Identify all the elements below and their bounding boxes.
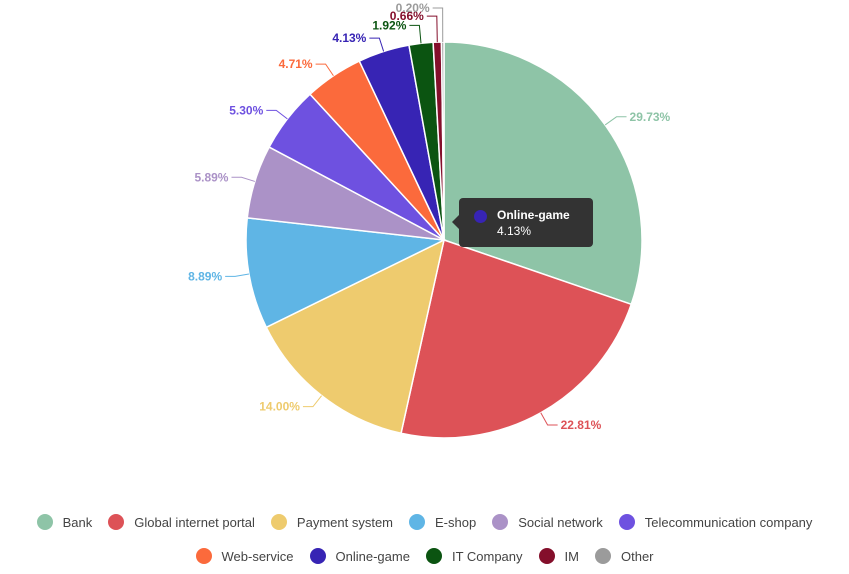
legend-label: IM (564, 548, 579, 564)
legend-item-it-company[interactable]: IT Company (425, 548, 523, 564)
legend-item-other[interactable]: Other (594, 548, 654, 564)
legend-dot (492, 514, 509, 530)
legend-dot (538, 548, 555, 564)
legend-dot (270, 514, 287, 530)
legend-dot (108, 514, 125, 530)
legend-label: Global internet portal (134, 514, 255, 530)
leader-line-online-game (369, 37, 385, 52)
leader-line-global-internet-portal (540, 412, 558, 426)
legend-label: Payment system (296, 514, 394, 530)
data-label-web-service: 4.71% (279, 57, 313, 71)
legend-item-bank[interactable]: Bank (36, 514, 93, 530)
legend-item-im[interactable]: IM (538, 548, 579, 564)
legend-dot (36, 514, 53, 530)
data-label-payment-system: 14.00% (259, 400, 300, 414)
legend-dot (309, 548, 326, 564)
data-label-telecommunication-company: 5.30% (229, 103, 263, 117)
leader-line-payment-system (302, 395, 322, 408)
leader-line-im (426, 15, 438, 43)
pie-slice-e-shop[interactable] (245, 217, 447, 329)
legend-dot (409, 514, 426, 530)
data-label-online-game: 4.13% (332, 31, 366, 45)
tooltip-value: 4.13% (497, 224, 532, 238)
legend-item-global-internet-portal[interactable]: Global internet portal (108, 514, 255, 530)
legend-row-2: Web-service Online-game IT Company IM Ot… (0, 548, 849, 564)
legend-item-e-shop[interactable]: E-shop (409, 514, 476, 530)
data-label-im: 0.66% (390, 9, 424, 23)
legend-dot (618, 514, 635, 530)
data-label-social-network: 5.89% (194, 170, 228, 184)
data-label-bank: 29.73% (630, 110, 671, 124)
legend-label: IT Company (451, 548, 523, 564)
legend-label: Online-game (335, 548, 410, 564)
leader-line-e-shop (225, 273, 250, 277)
legend-item-social-network[interactable]: Social network (492, 514, 603, 530)
leader-line-it-company (409, 24, 422, 44)
tooltip-pointer (452, 215, 459, 229)
leader-line-other (432, 7, 444, 43)
data-label-other: 0.20% (396, 1, 430, 15)
legend-item-telecommunication-company[interactable]: Telecommunication company (618, 514, 813, 530)
legend-item-web-service[interactable]: Web-service (195, 548, 294, 564)
leader-line-social-network (231, 176, 256, 182)
legend-label: Bank (62, 514, 93, 530)
tooltip: Online-game 4.13% (452, 198, 593, 247)
legend-label: Telecommunication company (644, 514, 813, 530)
legend-dot (195, 548, 212, 564)
leader-line-bank (604, 116, 627, 126)
leader-line-web-service (315, 63, 334, 77)
pie-slice-payment-system[interactable] (265, 238, 446, 435)
pie-slice-global-internet-portal[interactable] (400, 239, 633, 439)
data-label-global-internet-portal: 22.81% (561, 418, 602, 432)
legend-label: E-shop (435, 514, 477, 530)
legend-label: Other (620, 548, 654, 564)
data-label-it-company: 1.92% (372, 18, 406, 32)
leader-line-telecommunication-company (266, 109, 288, 120)
data-label-e-shop: 8.89% (188, 269, 222, 283)
tooltip-series-dot (474, 210, 487, 223)
legend-label: Social network (518, 514, 603, 530)
tooltip-title: Online-game (497, 208, 570, 222)
legend-dot (594, 548, 611, 564)
legend-dot (425, 548, 442, 564)
pie-chart-canvas: 29.73% 22.81% 14.00% 8.89% 5.89% 5.30% 4.71% 4.… (188, 1, 671, 439)
legend-label: Web-service (221, 548, 294, 564)
legend-item-online-game[interactable]: Online-game (309, 548, 410, 564)
legend-row-1: Bank Global internet portal Payment syst… (0, 514, 849, 530)
legend-item-payment-system[interactable]: Payment system (270, 514, 394, 530)
